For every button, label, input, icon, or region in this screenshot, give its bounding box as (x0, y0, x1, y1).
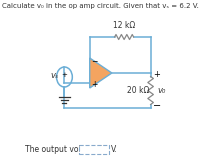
Text: The output voltage is: The output voltage is (25, 145, 107, 153)
Text: 12 kΩ: 12 kΩ (113, 21, 135, 30)
Text: Calculate v₀ in the op amp circuit. Given that vₛ = 6.2 V.: Calculate v₀ in the op amp circuit. Give… (2, 3, 198, 9)
Text: −: − (153, 101, 161, 112)
Text: 20 kΩ: 20 kΩ (127, 86, 149, 95)
FancyBboxPatch shape (79, 145, 109, 154)
Text: v₀: v₀ (157, 86, 166, 95)
Text: −: − (91, 57, 98, 66)
Text: +: + (91, 80, 98, 89)
Text: vₛ: vₛ (50, 71, 58, 81)
Text: V.: V. (111, 145, 118, 154)
Polygon shape (90, 58, 112, 88)
Text: +: + (61, 72, 67, 78)
Text: +: + (153, 70, 160, 79)
